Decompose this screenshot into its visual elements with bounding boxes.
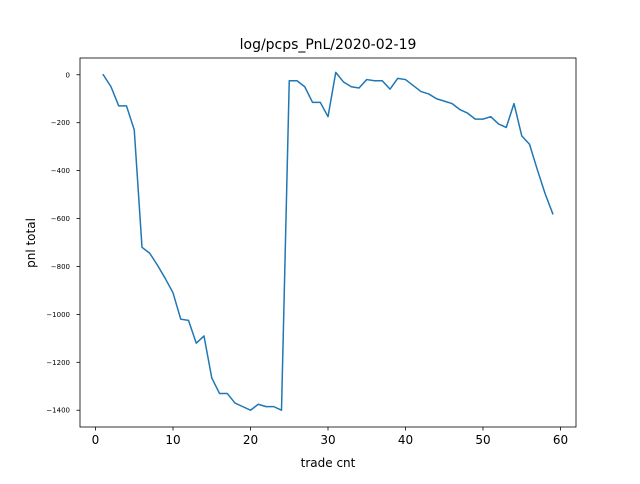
y-tick-label: −800 xyxy=(51,263,70,271)
x-tick-label: 0 xyxy=(92,433,100,447)
y-tick-label: −1200 xyxy=(46,359,70,367)
y-tick-label: −1400 xyxy=(46,407,70,415)
x-tick-label: 20 xyxy=(243,433,258,447)
x-tick-label: 10 xyxy=(165,433,180,447)
y-axis-label: pnl total xyxy=(24,218,38,268)
axes-frame xyxy=(79,57,577,428)
x-tick-label: 30 xyxy=(320,433,335,447)
y-tick-label: −200 xyxy=(51,119,70,127)
y-tick-label: 0 xyxy=(66,71,70,79)
y-tick-label: −400 xyxy=(51,167,70,175)
x-tick-label: 40 xyxy=(398,433,413,447)
y-tick-label: −1000 xyxy=(46,311,70,319)
plot-area: 0 10 20 30 40 50 60 0 −200 −400 −600 −800 −1000 −1200… xyxy=(46,57,577,447)
chart-title: log/pcps_PnL/2020-02-19 xyxy=(240,37,417,53)
y-tick-label: −600 xyxy=(51,215,70,223)
x-tick-label: 60 xyxy=(553,433,568,447)
x-tick-label: 50 xyxy=(475,433,490,447)
x-axis-label: trade cnt xyxy=(301,456,356,470)
series-line-1 xyxy=(102,71,554,411)
